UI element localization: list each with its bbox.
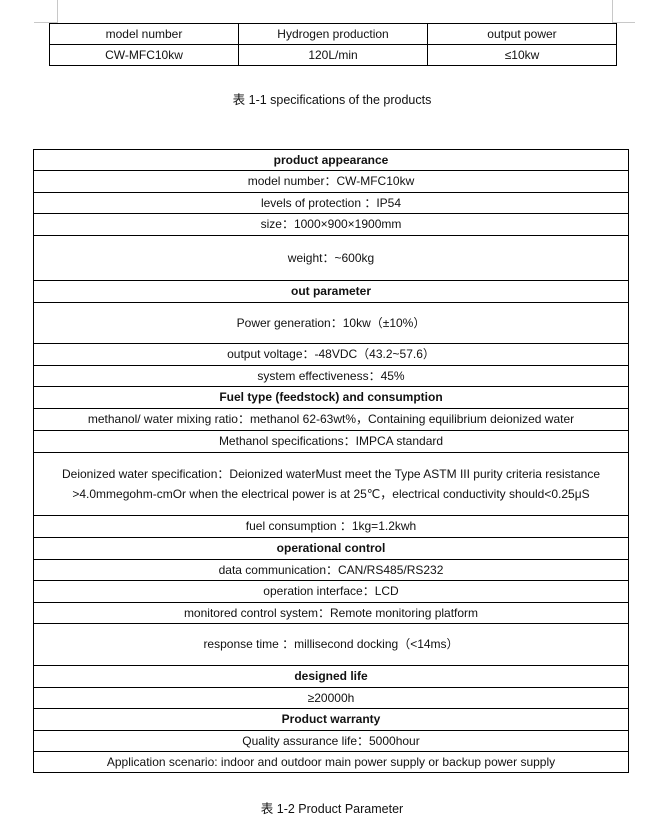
table-row: fuel consumption ：1kg=1.2kwh bbox=[33, 515, 629, 538]
table-row: Power generation：10kw（±10%） bbox=[33, 302, 629, 344]
table-row: size：1000×900×1900mm bbox=[33, 213, 629, 236]
table-caption-1: 表 1-1 specifications of the products bbox=[232, 93, 432, 107]
table-cell: operation interface：LCD bbox=[33, 580, 629, 603]
table-row: methanol/ water mixing ratio：methanol 62… bbox=[33, 408, 629, 431]
section-header-row: out parameter bbox=[33, 280, 629, 303]
table-cell: ≥20000h bbox=[33, 687, 629, 709]
table-cell: model number bbox=[49, 23, 239, 45]
table-cell: Application scenario: indoor and outdoor… bbox=[33, 751, 629, 773]
section-header-cell: Product warranty bbox=[33, 708, 629, 731]
specifications-table: model number Hydrogen production output … bbox=[49, 23, 617, 66]
table-cell: output power bbox=[427, 23, 617, 45]
table-row: weight：~600kg bbox=[33, 235, 629, 281]
table-row: output voltage：-48VDC（43.2~57.6） bbox=[33, 343, 629, 366]
table-cell: Quality assurance life：5000hour bbox=[33, 730, 629, 752]
page-margin-mark bbox=[613, 22, 635, 23]
table-header-row: model number Hydrogen production output … bbox=[49, 23, 617, 45]
product-parameter-table: product appearance model number：CW-MFC10k… bbox=[33, 149, 629, 773]
table-cell: size：1000×900×1900mm bbox=[33, 213, 629, 236]
table-row: data communication：CAN/RS485/RS232 bbox=[33, 559, 629, 581]
section-header-row: product appearance bbox=[33, 149, 629, 171]
section-header-row: Fuel type (feedstock) and consumption bbox=[33, 386, 629, 409]
table-cell: Power generation：10kw（±10%） bbox=[33, 302, 629, 344]
table-cell: 120L/min bbox=[238, 44, 428, 66]
section-header-cell: Fuel type (feedstock) and consumption bbox=[33, 386, 629, 409]
table-cell: Deionized water specification：Deionized … bbox=[33, 452, 629, 516]
table-cell: model number：CW-MFC10kw bbox=[33, 170, 629, 193]
table-cell: Methanol specifications：IMPCA standard bbox=[33, 430, 629, 453]
section-header-row: operational control bbox=[33, 537, 629, 560]
table-row: model number：CW-MFC10kw bbox=[33, 170, 629, 193]
table-row: response time ：millisecond docking（<14ms… bbox=[33, 623, 629, 666]
table-cell: levels of protection ：IP54 bbox=[33, 192, 629, 214]
table-cell: CW-MFC10kw bbox=[49, 44, 239, 66]
section-header-row: Product warranty bbox=[33, 708, 629, 731]
table-cell: ≤10kw bbox=[427, 44, 617, 66]
table-row: Deionized water specification：Deionized … bbox=[33, 452, 629, 516]
table-caption-2: 表 1-2 Product Parameter bbox=[260, 802, 404, 816]
table-row: Quality assurance life：5000hour bbox=[33, 730, 629, 752]
table-row: levels of protection ：IP54 bbox=[33, 192, 629, 214]
table-row: system effectiveness：45% bbox=[33, 365, 629, 387]
section-header-cell: out parameter bbox=[33, 280, 629, 303]
section-header-cell: designed life bbox=[33, 665, 629, 688]
table-cell: Hydrogen production bbox=[238, 23, 428, 45]
table-row: CW-MFC10kw 120L/min ≤10kw bbox=[49, 44, 617, 66]
table-cell: output voltage：-48VDC（43.2~57.6） bbox=[33, 343, 629, 366]
section-header-cell: product appearance bbox=[33, 149, 629, 171]
table-cell: monitored control system：Remote monitori… bbox=[33, 602, 629, 624]
table-cell: methanol/ water mixing ratio：methanol 62… bbox=[33, 408, 629, 431]
table-cell: fuel consumption ：1kg=1.2kwh bbox=[33, 515, 629, 538]
section-header-row: designed life bbox=[33, 665, 629, 688]
table-row: Methanol specifications：IMPCA standard bbox=[33, 430, 629, 453]
table-row: monitored control system：Remote monitori… bbox=[33, 602, 629, 624]
section-header-cell: operational control bbox=[33, 537, 629, 560]
page-margin-mark bbox=[34, 22, 57, 23]
table-row: Application scenario: indoor and outdoor… bbox=[33, 751, 629, 773]
page-margin-mark bbox=[612, 0, 613, 23]
table-cell: weight：~600kg bbox=[33, 235, 629, 281]
table-cell: system effectiveness：45% bbox=[33, 365, 629, 387]
page-margin-mark bbox=[57, 0, 58, 23]
table-row: operation interface：LCD bbox=[33, 580, 629, 603]
table-cell: data communication：CAN/RS485/RS232 bbox=[33, 559, 629, 581]
table-cell: response time ：millisecond docking（<14ms… bbox=[33, 623, 629, 666]
table-row: ≥20000h bbox=[33, 687, 629, 709]
